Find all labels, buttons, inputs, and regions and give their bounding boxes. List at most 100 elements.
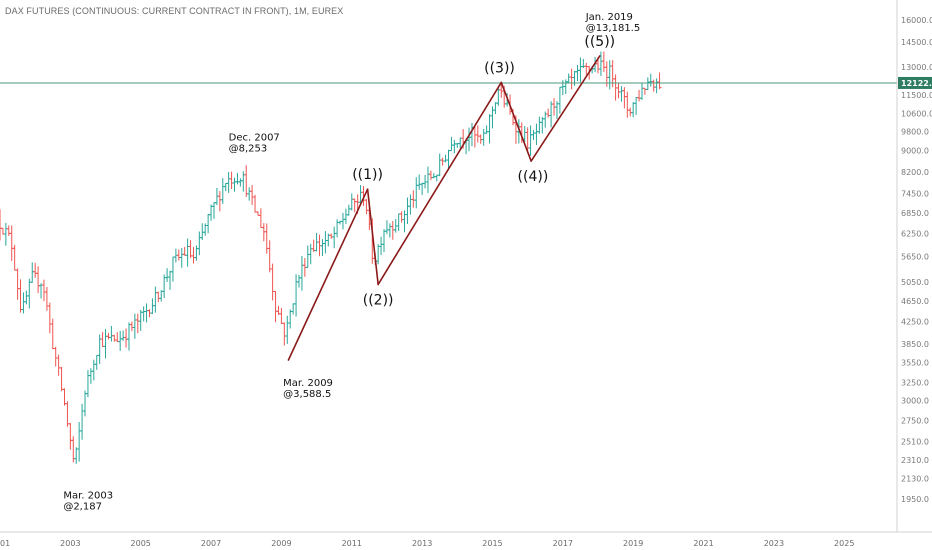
- ohlc-bar: [637, 89, 642, 102]
- annotation-date: Mar. 2003: [63, 491, 113, 502]
- ohlc-bar: [132, 313, 137, 339]
- ohlc-bar: [399, 211, 404, 223]
- wave-label: ((2)): [363, 292, 394, 308]
- annotation-date: Jan. 2019: [585, 12, 633, 23]
- y-tick-label: 3000.0: [901, 397, 929, 406]
- ohlc-bar: [44, 287, 49, 311]
- ohlc-bar: [126, 322, 131, 351]
- ohlc-bar: [209, 204, 214, 221]
- ohlc-bar: [481, 128, 486, 146]
- chart-title: DAX FUTURES (CONTINUOUS: CURRENT CONTRAC…: [5, 6, 343, 16]
- ohlc-bar: [417, 174, 422, 190]
- ohlc-bar: [420, 182, 425, 196]
- ohlc-bar: [452, 139, 457, 154]
- y-tick-label: 6850.0: [901, 209, 929, 218]
- ohlc-bar: [88, 368, 93, 384]
- ohlc-bar: [83, 390, 88, 417]
- ohlc-bar: [129, 321, 134, 332]
- ohlc-bar: [282, 322, 287, 346]
- ohlc-bar: [176, 249, 181, 261]
- x-tick-label: 2009: [271, 539, 291, 548]
- ohlc-bar: [437, 153, 442, 177]
- ohlc-bar: [159, 290, 164, 302]
- ohlc-bar: [191, 246, 196, 264]
- wave-segment: [366, 188, 379, 286]
- ohlc-bar: [478, 134, 483, 144]
- ohlc-bar: [156, 291, 161, 303]
- y-tick-label: 9000.0: [901, 147, 929, 156]
- ohlc-bar: [572, 70, 577, 86]
- ohlc-bar: [15, 268, 20, 300]
- x-tick-label: 2017: [553, 539, 573, 548]
- ohlc-bar: [250, 185, 255, 205]
- ohlc-bar: [431, 173, 436, 179]
- ohlc-bar: [546, 108, 551, 118]
- ohlc-bar: [85, 370, 90, 398]
- y-tick-label: 3850.0: [901, 340, 929, 349]
- ohlc-bar: [654, 78, 659, 94]
- x-tick-label: 2025: [834, 539, 854, 548]
- ohlc-bar: [343, 208, 348, 224]
- y-tick-label: 9800.0: [901, 127, 929, 136]
- x-tick-label: 2007: [201, 539, 221, 548]
- ohlc-bar: [578, 57, 583, 83]
- ohlc-bar: [449, 136, 454, 152]
- price-axis[interactable]: 16000.0 14500.0 13000.0 11500.0 10600.0 9800.…: [896, 0, 932, 550]
- ohlc-bar: [226, 171, 231, 193]
- ohlc-bar: [323, 231, 328, 254]
- ohlc-bar: [379, 236, 384, 256]
- elliott-wave-lines: [287, 55, 601, 361]
- ohlc-bar: [651, 79, 656, 92]
- ohlc-bar: [68, 423, 73, 450]
- ohlc-bar: [549, 101, 554, 128]
- ohlc-bar: [631, 102, 636, 118]
- wave-label: ((4)): [518, 169, 549, 185]
- ohlc-bar: [56, 354, 61, 376]
- x-tick-label: 2003: [60, 539, 80, 548]
- last-price-tag: [898, 76, 932, 89]
- annotation-price: @3,588.5: [283, 389, 331, 400]
- wave-label: ((3)): [484, 60, 515, 76]
- y-tick-label: 11500.0: [901, 91, 932, 100]
- ohlc-bar: [197, 231, 202, 256]
- x-tick-label: 2001: [0, 539, 10, 548]
- ohlc-bar: [12, 244, 17, 271]
- y-tick-label: 10600.0: [901, 109, 932, 118]
- y-tick-label: 7450.0: [901, 190, 929, 199]
- ohlc-bar: [411, 190, 416, 208]
- y-tick-label: 14500.0: [901, 38, 932, 47]
- x-tick-label: 2013: [412, 539, 432, 548]
- ohlc-bar: [170, 256, 175, 282]
- wave-segment: [530, 55, 601, 162]
- ohlc-bar: [30, 262, 35, 283]
- ohlc-bar: [540, 116, 545, 134]
- ohlc-bar: [258, 208, 263, 229]
- ohlc-bar: [59, 366, 64, 392]
- ohlc-bar: [21, 292, 26, 314]
- y-tick-label: 2310.0: [901, 456, 929, 465]
- ohlc-bar: [648, 73, 653, 87]
- ohlc-bar: [253, 194, 258, 213]
- price-annotations: Dec. 2007@8,253 Mar. 2009@3,588.5 Mar. 200…: [63, 12, 640, 513]
- ohlc-bar: [185, 238, 190, 267]
- elliott-wave-labels: ((1)) ((2)) ((3)) ((4)) ((5)): [352, 34, 615, 309]
- y-tick-label: 8200.0: [901, 168, 929, 177]
- ohlc-bar: [165, 268, 170, 282]
- ohlc-bar: [294, 274, 299, 317]
- ohlc-bar: [414, 177, 419, 209]
- ohlc-bar: [6, 225, 11, 236]
- ohlc-bar: [569, 68, 574, 90]
- ohlc-bar: [639, 83, 644, 100]
- ohlc-bar: [288, 309, 293, 329]
- time-axis[interactable]: 2001 2003 2005 2007 2009 2011 2013 2015 2017 2019…: [0, 531, 932, 548]
- annotation-date: Mar. 2009: [283, 378, 333, 389]
- ohlc-bar: [229, 171, 234, 189]
- ohlc-bar: [150, 298, 155, 315]
- ohlc-bar: [109, 325, 114, 342]
- ohlc-bar: [211, 202, 216, 219]
- ohlc-bar: [396, 213, 401, 231]
- ohlc-bar: [634, 96, 639, 115]
- y-tick-label: 13000.0: [901, 63, 932, 72]
- y-tick-label: 3250.0: [901, 379, 929, 388]
